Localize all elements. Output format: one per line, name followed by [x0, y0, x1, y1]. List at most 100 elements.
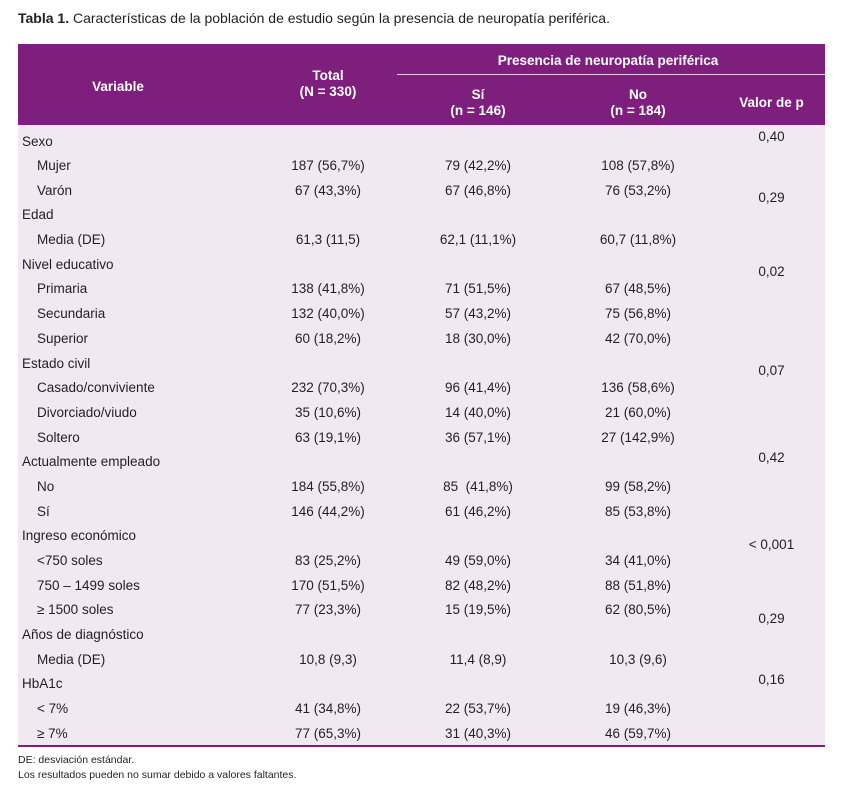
cell-no: 62 (80,5%) — [604, 602, 672, 617]
table-row: Sexo — [18, 130, 825, 154]
cell-total: 35 (10,6%) — [294, 405, 362, 420]
header-total-n: (N = 330) — [299, 84, 357, 99]
cell-no: 99 (58,2%) — [604, 479, 672, 494]
cell-no: 21 (60,0%) — [604, 405, 672, 420]
cell-si: 67 (46,8%) — [444, 183, 512, 198]
table-row: Soltero 63 (19,1%) 36 (57,1%) 27 (142,9%) — [18, 426, 825, 450]
header-variable: Variable — [92, 79, 144, 94]
cell-si: 31 (40,3%) — [444, 726, 512, 741]
cell-total: 61,3 (11,5) — [295, 232, 361, 247]
cell-no: 88 (51,8%) — [604, 578, 672, 593]
table-row: Edad — [18, 203, 825, 227]
cell-total: 60 (18,2%) — [294, 331, 362, 346]
cell-si: 22 (53,7%) — [444, 701, 512, 716]
cell-no: 76 (53,2%) — [604, 183, 672, 198]
row-label: Años de diagnóstico — [22, 627, 144, 642]
cell-total: 170 (51,5%) — [291, 578, 365, 593]
table-row: HbA1c — [18, 672, 825, 696]
row-label: Media (DE) — [37, 232, 106, 247]
table-row: Actualmente empleado — [18, 450, 825, 474]
header-total-label: Total — [312, 68, 344, 83]
cell-si: 15 (19,5%) — [444, 602, 512, 617]
p-value-hba1c: 0,16 — [758, 672, 785, 687]
row-label: Casado/conviviente — [37, 380, 155, 395]
p-value-sexo: 0,40 — [758, 129, 785, 144]
cell-total: 232 (70,3%) — [291, 380, 365, 395]
table-row: ≥ 1500 soles 77 (23,3%) 15 (19,5%) 62 (80,5… — [18, 598, 825, 622]
table-row: Divorciado/viudo 35 (10,6%) 14 (40,0%) 21 (… — [18, 401, 825, 425]
cell-si: 61 (46,2%) — [444, 504, 512, 519]
table-row: < 7% 41 (34,8%) 22 (53,7%) 19 (46,3%) — [18, 697, 825, 721]
table-row: Primaria 138 (41,8%) 71 (51,5%) 67 (48,5%) — [18, 277, 825, 301]
table-row: Superior 60 (18,2%) 18 (30,0%) 42 (70,0%) — [18, 327, 825, 351]
cell-no: 108 (57,8%) — [601, 158, 675, 173]
header-si-n: (n = 146) — [450, 103, 506, 118]
cell-total: 77 (23,3%) — [294, 602, 362, 617]
cell-si: 85 (41,8%) — [443, 479, 513, 494]
footnote: Los resultados pueden no sumar debido a … — [18, 769, 297, 781]
row-label: ≥ 1500 soles — [37, 602, 114, 617]
table-row: No 184 (55,8%) 85 (41,8%) 99 (58,2%) — [18, 475, 825, 499]
row-label: Media (DE) — [37, 652, 106, 667]
header-no-label: No — [629, 87, 647, 102]
cell-no: 60,7 (11,8%) — [599, 232, 677, 247]
table-row: Secundaria 132 (40,0%) 57 (43,2%) 75 (56,8%… — [18, 302, 825, 326]
cell-si: 11,4 (8,9) — [449, 652, 507, 667]
cell-no: 46 (59,7%) — [604, 726, 672, 741]
cell-si: 96 (41,4%) — [444, 380, 512, 395]
row-label: Sexo — [22, 134, 53, 149]
row-label: 750 – 1499 soles — [37, 578, 140, 593]
cell-total: 67 (43,3%) — [294, 183, 362, 198]
row-label: Actualmente empleado — [22, 454, 161, 469]
cell-no: 34 (41,0%) — [604, 553, 672, 568]
cell-no: 42 (70,0%) — [604, 331, 672, 346]
table-row: <750 soles 83 (25,2%) 49 (59,0%) 34 (41,0%) — [18, 549, 825, 573]
cell-si: 14 (40,0%) — [444, 405, 512, 420]
row-label: Ingreso económico — [22, 528, 137, 543]
row-label: Nivel educativo — [22, 257, 114, 272]
cell-no: 19 (46,3%) — [604, 701, 672, 716]
data-table: Variable Total (N = 330) Presencia de neu… — [18, 44, 825, 747]
row-label: Superior — [37, 331, 89, 346]
cell-si: 79 (42,2%) — [444, 158, 512, 173]
cell-si: 49 (59,0%) — [444, 553, 512, 568]
header-divider — [397, 74, 825, 75]
table-row: ≥ 7% 77 (65,3%) 31 (40,3%) 46 (59,7%) — [18, 722, 825, 746]
table-row: Media (DE) 10,8 (9,3) 11,4 (8,9) 10,3 (9,6) — [18, 648, 825, 672]
row-label: Edad — [22, 207, 54, 222]
header-no-n: (n = 184) — [610, 103, 666, 118]
cell-si: 36 (57,1%) — [444, 430, 512, 445]
table-row: Ingreso económico — [18, 524, 825, 548]
header-si: Sí (n = 146) — [398, 87, 558, 119]
header-total: Total (N = 330) — [268, 68, 388, 100]
header-si-label: Sí — [471, 87, 485, 102]
table-row: Media (DE) 61,3 (11,5) 62,1 (11,1%) 60,7 (1… — [18, 228, 825, 252]
table-row: Estado civil — [18, 352, 825, 376]
table-row: Nivel educativo — [18, 253, 825, 277]
table-row: 750 – 1499 soles 170 (51,5%) 82 (48,2%) 88 … — [18, 574, 825, 598]
cell-no: 85 (53,8%) — [604, 504, 672, 519]
header-no: No (n = 184) — [558, 87, 718, 119]
cell-total: 132 (40,0%) — [291, 306, 365, 321]
table-row: Sí 146 (44,2%) 61 (46,2%) 85 (53,8%) — [18, 500, 825, 524]
table-body: Sexo Mujer 187 (56,7%) 79 (42,2%) 108 (57,8… — [18, 125, 825, 747]
cell-si: 18 (30,0%) — [444, 331, 512, 346]
row-label: < 7% — [37, 701, 69, 716]
cell-total: 41 (34,8%) — [294, 701, 362, 716]
p-value-edad: 0,29 — [758, 190, 785, 205]
table-footnotes: DE: desviación estándar. Los resultados … — [18, 753, 296, 783]
row-label: Soltero — [37, 430, 80, 445]
cell-no: 10,3 (9,6) — [609, 652, 667, 667]
table-caption-label: Tabla 1. — [18, 10, 70, 26]
table-row: Años de diagnóstico — [18, 623, 825, 647]
table-caption: Tabla 1. Características de la población… — [18, 10, 610, 26]
cell-si: 71 (51,5%) — [444, 281, 512, 296]
row-label: HbA1c — [22, 676, 63, 691]
cell-total: 77 (65,3%) — [294, 726, 362, 741]
cell-si: 82 (48,2%) — [444, 578, 512, 593]
cell-total: 184 (55,8%) — [291, 479, 365, 494]
row-label: Sí — [37, 504, 50, 519]
cell-total: 138 (41,8%) — [291, 281, 365, 296]
cell-total: 63 (19,1%) — [294, 430, 362, 445]
footnote: DE: desviación estándar. — [18, 754, 135, 766]
